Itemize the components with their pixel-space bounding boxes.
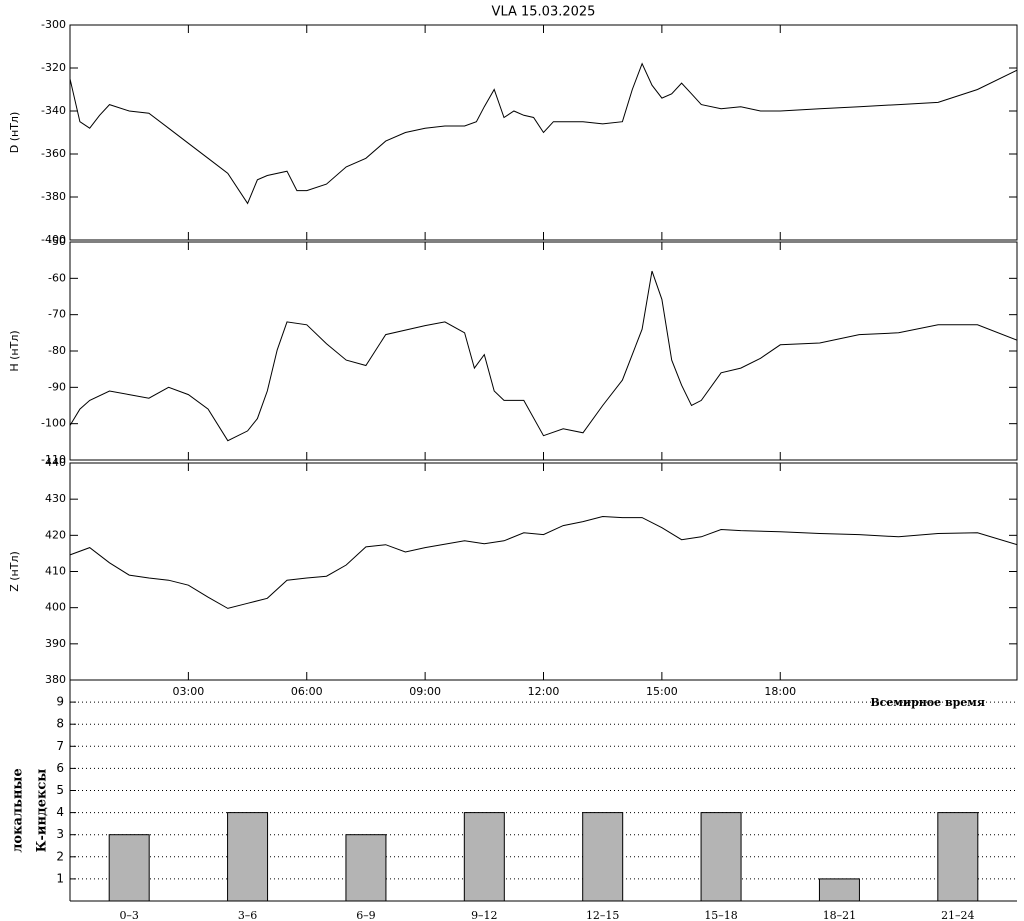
- chart-title: VLA 15.03.2025: [492, 5, 596, 20]
- bar: [345, 834, 387, 902]
- plot-frame: [69, 462, 1018, 681]
- y-tick-label: 7: [56, 739, 64, 753]
- plot-frame: [69, 241, 1018, 461]
- y-tick-label: 440: [45, 456, 66, 469]
- bar: [227, 812, 269, 902]
- y-tick-label: -360: [41, 147, 66, 160]
- y-tick-label: 430: [45, 492, 66, 505]
- x-tick-label: 9–12: [471, 909, 498, 921]
- x-tick-label: 18:00: [764, 685, 796, 698]
- y-tick-label: 8: [56, 717, 64, 731]
- y-tick-label: -300: [41, 18, 66, 31]
- bar: [582, 812, 624, 902]
- x-tick-label: 15:00: [646, 685, 678, 698]
- x-tick-label: 3–6: [238, 909, 258, 921]
- x-tick-label: 0–3: [119, 909, 139, 921]
- y-tick-label: -90: [48, 380, 66, 393]
- bar: [108, 834, 150, 902]
- y-tick-label: -100: [41, 417, 66, 430]
- y-tick-label: -320: [41, 61, 66, 74]
- y-axis-label: Z (нТл): [8, 551, 21, 592]
- y-tick-label: 420: [45, 528, 66, 541]
- y-tick-label: 5: [56, 783, 64, 797]
- x-tick-label: 06:00: [291, 685, 323, 698]
- y-tick-label: 400: [45, 601, 66, 614]
- bar: [818, 878, 860, 902]
- y-tick-label: 2: [56, 849, 64, 863]
- y-axis-label: локальные: [11, 768, 26, 852]
- data-line: [69, 515, 1018, 609]
- y-tick-label: 4: [56, 805, 64, 819]
- y-tick-label: 410: [45, 565, 66, 578]
- y-axis-label: К-индексы: [35, 769, 50, 853]
- x-tick-label: 21–24: [941, 909, 975, 921]
- y-tick-label: -110: [41, 453, 66, 466]
- y-axis-label: D (нТл): [8, 112, 21, 154]
- y-tick-label: -60: [48, 271, 66, 284]
- y-tick-label: -80: [48, 344, 66, 357]
- bar: [463, 812, 505, 902]
- y-tick-label: 9: [56, 695, 64, 709]
- y-tick-label: -380: [41, 190, 66, 203]
- data-line: [69, 62, 1018, 205]
- y-tick-label: 390: [45, 637, 66, 650]
- x-tick-label: 18–21: [823, 909, 857, 921]
- x-tick-label: 6–9: [356, 909, 376, 921]
- x-tick-label: 12:00: [528, 685, 560, 698]
- y-tick-label: 1: [56, 871, 64, 885]
- x-axis-label: Всемирное время: [870, 696, 985, 709]
- y-tick-label: -400: [41, 233, 66, 246]
- y-tick-label: 380: [45, 673, 66, 686]
- y-axis-label: H (нТл): [8, 330, 21, 371]
- x-tick-label: 12–15: [586, 909, 620, 921]
- x-tick-label: 15–18: [704, 909, 738, 921]
- x-tick-label: 09:00: [409, 685, 441, 698]
- y-tick-label: -70: [48, 308, 66, 321]
- y-tick-label: -50: [48, 235, 66, 248]
- y-tick-label: -340: [41, 104, 66, 117]
- bar: [700, 812, 742, 902]
- bar: [937, 812, 979, 902]
- data-line: [69, 270, 1018, 442]
- y-tick-label: 3: [56, 827, 64, 841]
- x-tick-label: 03:00: [173, 685, 205, 698]
- y-tick-label: 6: [56, 761, 64, 775]
